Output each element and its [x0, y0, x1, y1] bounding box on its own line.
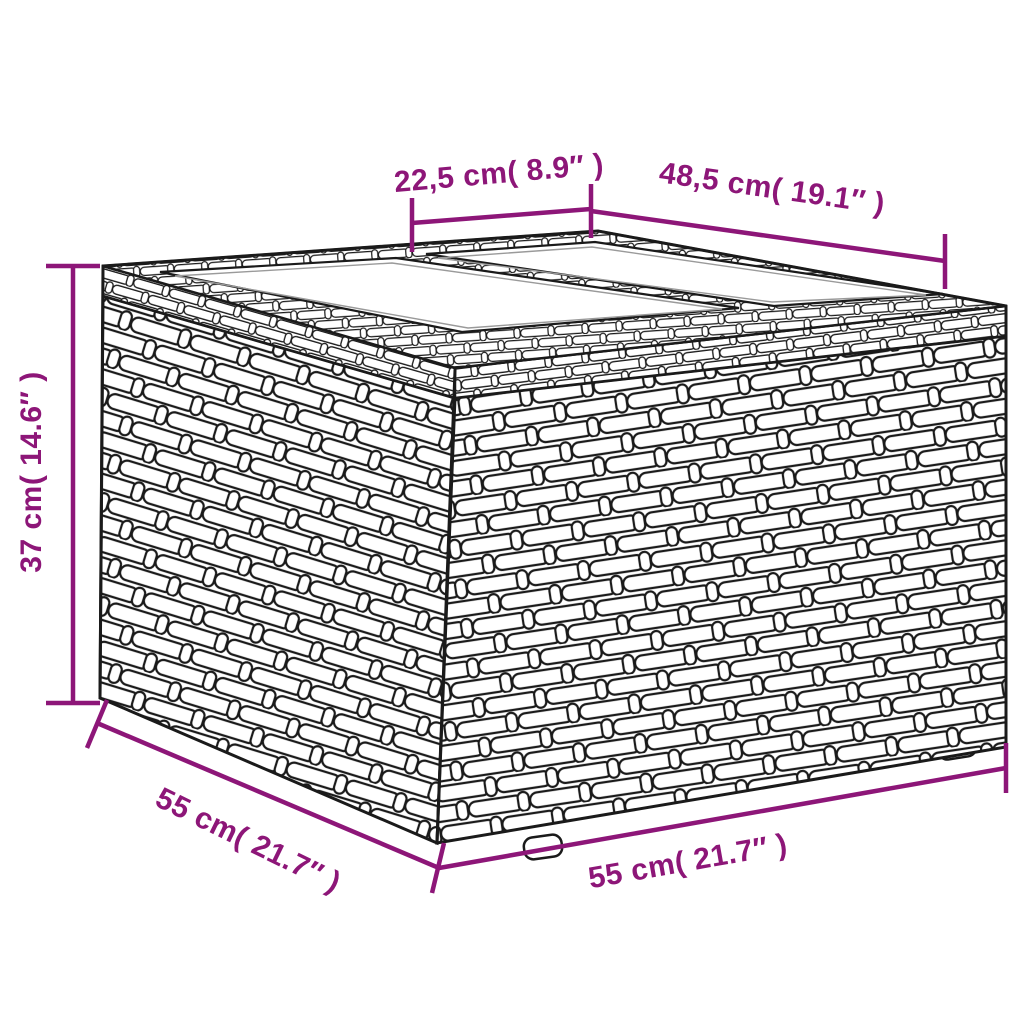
- dim-line-48-5: [590, 208, 946, 264]
- dim-line-depth: [96, 720, 440, 871]
- dim-line-width: [438, 765, 1007, 871]
- dimension-lines: [46, 184, 1009, 894]
- table-right-face: [435, 334, 1008, 845]
- glass-panel-left: [159, 256, 740, 334]
- dim-tick-front-corner: [429, 842, 447, 894]
- dim-line-22-5: [411, 206, 592, 226]
- table-outline-edges: [98, 229, 1008, 845]
- dim-label-height: 37 cm( 14.6″ ): [15, 371, 48, 573]
